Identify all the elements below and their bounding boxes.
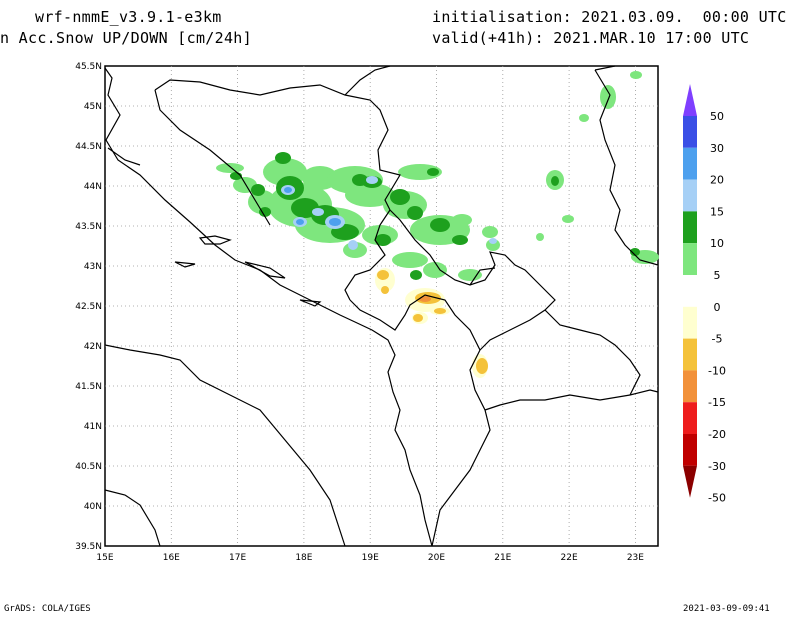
colorbar-label: -5 — [712, 333, 723, 346]
lon-label: 22E — [561, 553, 578, 563]
longitude-labels: 15E 16E 17E 18E 19E 20E 21E 22E 23E — [96, 553, 644, 563]
colorbar-segment — [683, 434, 697, 466]
colorbar-top-arrow — [683, 84, 697, 116]
lat-label: 41N — [84, 422, 102, 432]
colorbar-segment — [683, 116, 697, 148]
lat-label: 45N — [84, 102, 102, 112]
variable-title: n Acc.Snow UP/DOWN [cm/24h] — [0, 29, 252, 47]
lat-label: 43N — [84, 262, 102, 272]
colorbar-label: -10 — [708, 364, 726, 377]
colorbar-label: 15 — [710, 205, 724, 218]
colorbar-label: 0 — [714, 301, 721, 314]
footer-credit: GrADS: COLA/IGES — [4, 604, 91, 614]
footer-timestamp: 2021-03-09-09:41 — [683, 604, 770, 614]
initialisation-time: initialisation: 2021.03.09. 00:00 UTC — [432, 8, 787, 26]
snow-loss-darkorange — [419, 296, 431, 302]
lon-label: 18E — [295, 553, 312, 563]
colorbar-segment — [683, 402, 697, 434]
lat-label: 42N — [84, 342, 102, 352]
lat-label: 40.5N — [75, 462, 102, 472]
colorbar-bottom-arrow — [683, 465, 697, 498]
lon-label: 23E — [627, 553, 644, 563]
colorbar-label: -20 — [708, 428, 726, 441]
colorbar-label: 10 — [710, 237, 724, 250]
colorbar-label: 20 — [710, 174, 724, 187]
lat-label: 40N — [84, 502, 102, 512]
lat-label: 44.5N — [75, 142, 102, 152]
colorbar-segment — [683, 243, 697, 275]
lat-label: 43.5N — [75, 222, 102, 232]
colorbar-label: 30 — [710, 142, 724, 155]
lat-label: 45.5N — [75, 62, 102, 72]
colorbar-label: -15 — [708, 396, 726, 409]
colorbar-segment — [683, 370, 697, 403]
latitude-labels: 45.5N 45N 44.5N 44N 43.5N 43N 42.5N 42N 41.5N 41N… — [75, 62, 102, 552]
colorbar-segment — [683, 306, 697, 339]
lon-label: 15E — [96, 553, 113, 563]
colorbar-segment — [683, 211, 697, 244]
colorbar-label: 5 — [714, 269, 721, 282]
lat-label: 42.5N — [75, 302, 102, 312]
colorbar-segment — [683, 275, 697, 307]
colorbar-segment — [683, 338, 697, 371]
lon-label: 17E — [229, 553, 246, 563]
lon-label: 21E — [494, 553, 511, 563]
colorbar-segment — [683, 147, 697, 180]
lon-label: 20E — [428, 553, 445, 563]
snow-field-blue — [284, 187, 341, 226]
model-title: wrf-nmmE_v3.9.1-e3km — [35, 8, 222, 26]
map-grid — [105, 66, 658, 546]
lat-label: 41.5N — [75, 382, 102, 392]
snow-field-lightblue — [281, 176, 497, 250]
lon-label: 16E — [163, 553, 180, 563]
lon-label: 19E — [362, 553, 379, 563]
coastlines-borders — [104, 65, 659, 547]
lat-label: 39.5N — [75, 542, 102, 552]
colorbar-label: -50 — [708, 492, 726, 505]
lat-label: 44N — [84, 182, 102, 192]
colorbar-label: 50 — [710, 110, 724, 123]
valid-time: valid(+41h): 2021.MAR.10 17:00 UTC — [432, 29, 750, 47]
colorbar-segment — [683, 179, 697, 212]
colorbar-label: -30 — [708, 460, 726, 473]
